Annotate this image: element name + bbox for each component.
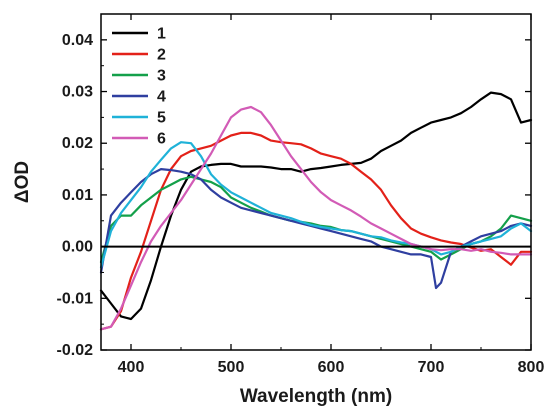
- legend: 1 2 3 4 5 6: [112, 26, 166, 148]
- axes-layer: 400 500 600 700 800 -0.02 -0.01 0.00 0.01 0.02 0.0…: [57, 13, 545, 376]
- series-line-5: [99, 141, 533, 269]
- y-tick-label: 0.00: [62, 239, 93, 256]
- x-tick-label: 600: [318, 359, 345, 376]
- series-layer: [99, 91, 533, 331]
- y-tick-label: -0.02: [57, 342, 94, 359]
- x-tick-label: 700: [418, 359, 445, 376]
- legend-label-1: 1: [157, 26, 166, 43]
- plot-frame: [100, 13, 532, 351]
- y-tick-label: 0.04: [62, 32, 93, 49]
- x-axis-title: Wavelength (nm): [240, 386, 392, 407]
- x-tick-label: 500: [218, 359, 245, 376]
- x-tick-label: 800: [518, 359, 545, 376]
- legend-label-2: 2: [157, 47, 166, 64]
- y-tick-label: 0.03: [62, 84, 93, 101]
- legend-label-3: 3: [157, 68, 166, 85]
- y-tick-label: 0.01: [62, 187, 93, 204]
- x-tick-label: 400: [118, 359, 145, 376]
- series-line-1: [99, 91, 533, 321]
- series-line-6: [99, 105, 533, 331]
- series-line-2: [99, 131, 533, 331]
- legend-label-6: 6: [157, 131, 166, 148]
- y-tick-label: 0.02: [62, 135, 93, 152]
- legend-label-5: 5: [157, 110, 166, 127]
- legend-label-4: 4: [157, 89, 166, 106]
- y-tick-label: -0.01: [57, 290, 94, 307]
- y-axis-title: ΔOD: [12, 161, 33, 203]
